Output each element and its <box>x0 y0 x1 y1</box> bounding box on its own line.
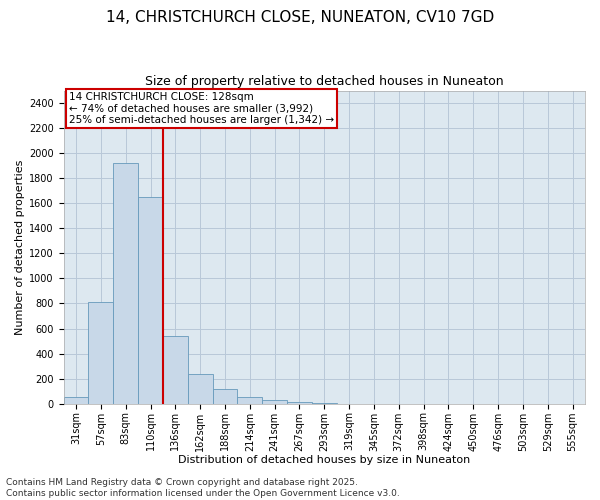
Bar <box>262 400 287 404</box>
Bar <box>312 402 337 404</box>
Bar <box>287 402 312 404</box>
Bar <box>113 163 138 404</box>
Bar <box>163 336 188 404</box>
Text: Contains HM Land Registry data © Crown copyright and database right 2025.
Contai: Contains HM Land Registry data © Crown c… <box>6 478 400 498</box>
Text: 14 CHRISTCHURCH CLOSE: 128sqm
← 74% of detached houses are smaller (3,992)
25% o: 14 CHRISTCHURCH CLOSE: 128sqm ← 74% of d… <box>69 92 334 126</box>
Title: Size of property relative to detached houses in Nuneaton: Size of property relative to detached ho… <box>145 75 503 88</box>
X-axis label: Distribution of detached houses by size in Nuneaton: Distribution of detached houses by size … <box>178 455 470 465</box>
Bar <box>138 197 163 404</box>
Bar <box>212 390 238 404</box>
Y-axis label: Number of detached properties: Number of detached properties <box>15 160 25 335</box>
Text: 14, CHRISTCHURCH CLOSE, NUNEATON, CV10 7GD: 14, CHRISTCHURCH CLOSE, NUNEATON, CV10 7… <box>106 10 494 25</box>
Bar <box>64 397 88 404</box>
Bar <box>238 397 262 404</box>
Bar <box>188 374 212 404</box>
Bar <box>88 302 113 404</box>
